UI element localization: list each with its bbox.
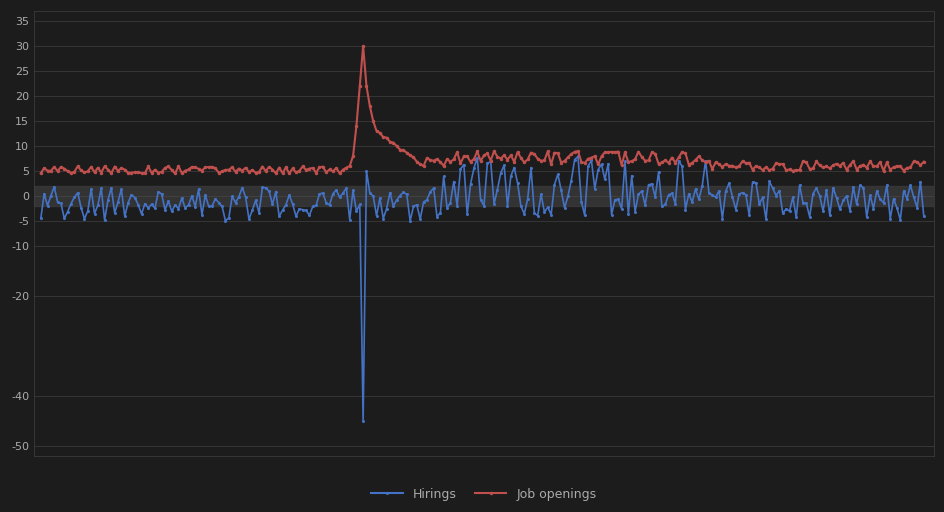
Line: Hirings: Hirings (40, 155, 924, 422)
Hirings (417, 199, 429, 205)
Hirings (918, 214, 929, 220)
Hirings (596, 161, 607, 167)
Hirings (35, 215, 46, 221)
Bar (34, 186, 933, 206)
Line: Job openings: Job openings (39, 45, 924, 175)
Job openings (169, 170, 180, 177)
Job openings (421, 155, 432, 161)
Job openings (59, 165, 70, 172)
Job openings (918, 159, 929, 165)
Job openings (374, 130, 385, 136)
Hirings (324, 202, 335, 208)
Job openings (357, 43, 368, 49)
Legend: Hirings, Job openings: Hirings, Job openings (364, 482, 602, 507)
Job openings (545, 161, 556, 167)
Hirings (357, 418, 368, 424)
Job openings (327, 168, 338, 175)
Job openings (596, 153, 607, 159)
Hirings (59, 216, 70, 222)
Hirings (572, 154, 583, 160)
Hirings (370, 213, 381, 219)
Hirings (542, 204, 553, 210)
Job openings (35, 170, 46, 176)
